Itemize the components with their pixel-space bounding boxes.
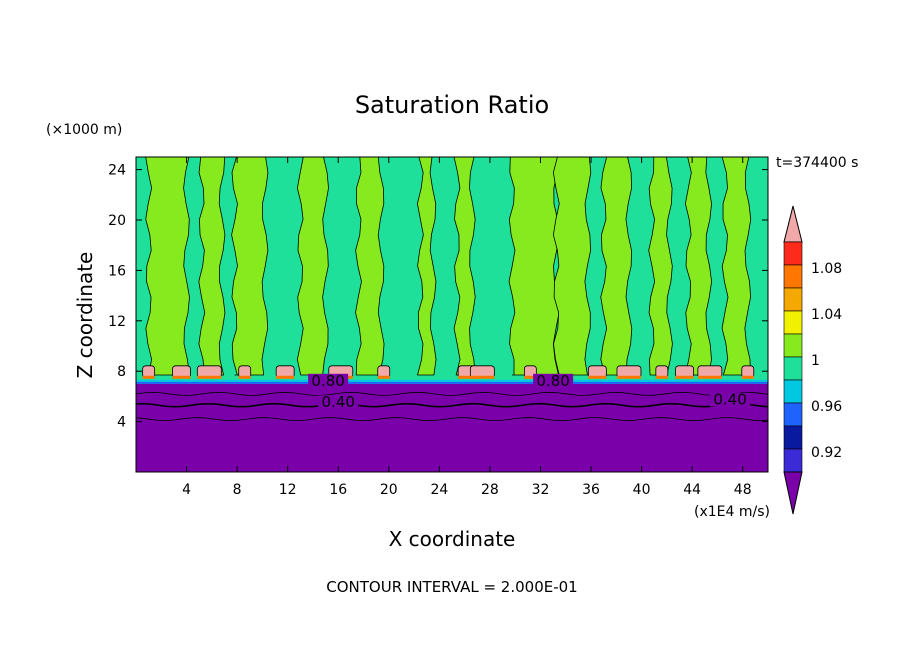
x-axis: 4 8 12 16 20 24 28 32 36 40 44 48 bbox=[182, 157, 752, 498]
dry-region bbox=[136, 383, 768, 472]
green-column bbox=[145, 157, 191, 376]
colorbar-top-arrow bbox=[783, 205, 803, 243]
supersat-orange bbox=[276, 375, 295, 379]
y-unit-label: (×1000 m) bbox=[46, 122, 122, 138]
x-tick-label: 48 bbox=[734, 482, 752, 498]
green-column bbox=[231, 157, 269, 376]
contour-label-bg bbox=[710, 392, 751, 407]
contour-field: 0.80 0.40 0.80 0.40 bbox=[136, 157, 768, 472]
colorbar-segment bbox=[783, 448, 803, 473]
x-tick-label: 32 bbox=[532, 482, 550, 498]
x-tick-label: 8 bbox=[233, 482, 242, 498]
colorbar-segment bbox=[783, 264, 803, 289]
supersat-orange bbox=[172, 375, 191, 379]
x-unit-label: (x1E4 m/s) bbox=[694, 504, 770, 520]
transition-cyan bbox=[136, 379, 768, 382]
y-axis-label: Z coordinate bbox=[73, 252, 97, 379]
contour-line bbox=[136, 391, 768, 396]
contour-label-bg bbox=[533, 373, 574, 388]
y-tick-label: 16 bbox=[108, 263, 126, 279]
supersat-orange bbox=[238, 375, 251, 379]
y-tick-label: 8 bbox=[117, 364, 126, 380]
colorbar-label: 1.04 bbox=[811, 307, 842, 323]
green-column bbox=[721, 157, 752, 376]
contour-label: 0.40 bbox=[713, 391, 746, 409]
contour-line bbox=[136, 417, 768, 421]
contour-interval-footer: CONTOUR INTERVAL = 2.000E-01 bbox=[326, 578, 577, 596]
green-column bbox=[453, 157, 476, 376]
supersat-orange bbox=[470, 375, 495, 379]
y-axis: 4 8 12 16 20 24 bbox=[108, 163, 768, 431]
colorbar-segment bbox=[783, 333, 803, 358]
green-column bbox=[648, 157, 673, 376]
x-tick-label: 12 bbox=[279, 482, 297, 498]
green-column bbox=[417, 157, 437, 376]
supersat-orange bbox=[675, 375, 694, 379]
x-tick-label: 36 bbox=[582, 482, 600, 498]
y-tick-label: 12 bbox=[108, 314, 126, 330]
contour-label: 0.80 bbox=[536, 372, 569, 390]
supersat-orange bbox=[616, 375, 641, 379]
x-tick-label: 40 bbox=[633, 482, 651, 498]
supersat-orange bbox=[697, 375, 722, 379]
colorbar-label: 1.08 bbox=[811, 261, 842, 277]
contour-label: 0.80 bbox=[311, 372, 344, 390]
green-column bbox=[296, 157, 329, 376]
plot-area: 0.800.400.800.40 4 8 12 16 20 24 28 32 36 40 44 48 … bbox=[108, 156, 769, 498]
supersat-orange bbox=[655, 375, 668, 379]
y-tick-label: 24 bbox=[108, 163, 126, 179]
x-axis-label: X coordinate bbox=[389, 527, 516, 551]
supersat-orange bbox=[377, 375, 390, 379]
green-column bbox=[198, 157, 226, 376]
colorbar-label: 0.92 bbox=[811, 445, 842, 461]
x-tick-label: 20 bbox=[380, 482, 398, 498]
x-tick-label: 24 bbox=[430, 482, 448, 498]
supersat-orange bbox=[588, 375, 607, 379]
x-tick-label: 16 bbox=[329, 482, 347, 498]
colorbar: 1.08 1.04 1 0.96 0.92 bbox=[783, 205, 842, 515]
green-column bbox=[355, 157, 385, 376]
contour-label: 0.40 bbox=[322, 393, 355, 411]
green-column bbox=[552, 157, 592, 376]
time-label: t=374400 s bbox=[776, 155, 858, 171]
chart-title: Saturation Ratio bbox=[355, 91, 549, 119]
x-tick-label: 44 bbox=[683, 482, 701, 498]
x-tick-label: 4 bbox=[182, 482, 191, 498]
supersat-orange bbox=[142, 375, 155, 379]
colorbar-segment bbox=[783, 287, 803, 312]
y-tick-label: 20 bbox=[108, 213, 126, 229]
supersat-orange bbox=[458, 375, 477, 379]
colorbar-bottom-arrow bbox=[783, 471, 803, 515]
supersat-orange bbox=[524, 375, 537, 379]
plot-frame bbox=[135, 156, 769, 473]
colorbar-segment bbox=[783, 356, 803, 381]
colorbar-label: 1 bbox=[811, 353, 820, 369]
green-column bbox=[600, 157, 633, 376]
colorbar-segment bbox=[783, 241, 803, 266]
supersat-orange bbox=[741, 375, 754, 379]
colorbar-segment bbox=[783, 425, 803, 450]
colorbar-label: 0.96 bbox=[811, 399, 842, 415]
colorbar-segment bbox=[783, 310, 803, 335]
colorbar-segment bbox=[783, 379, 803, 404]
contour-line bbox=[136, 402, 768, 408]
contour-label-bg bbox=[318, 395, 359, 410]
x-tick-label: 28 bbox=[481, 482, 499, 498]
transition-blue bbox=[136, 381, 768, 384]
green-column bbox=[508, 157, 560, 376]
green-column bbox=[684, 157, 712, 376]
colorbar-segment bbox=[783, 402, 803, 427]
y-tick-label: 4 bbox=[117, 415, 126, 431]
supersat-orange bbox=[197, 375, 222, 379]
contour-label-bg bbox=[308, 373, 349, 388]
